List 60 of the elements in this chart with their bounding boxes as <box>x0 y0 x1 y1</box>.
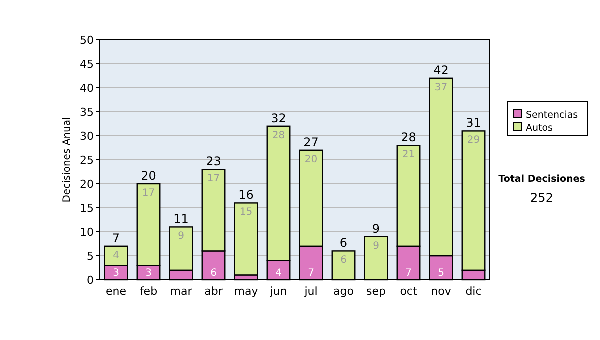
data-label: 4 <box>276 268 282 279</box>
data-label: 21 <box>402 150 416 161</box>
data-label: 4 <box>113 250 120 262</box>
x-tick-label: dic <box>466 285 482 298</box>
data-label: 15 <box>240 207 253 218</box>
y-tick-label: 50 <box>80 34 94 47</box>
x-tick-label: may <box>234 285 259 298</box>
data-label: 6 <box>210 268 217 279</box>
y-tick-label: 40 <box>80 82 94 95</box>
y-tick-label: 15 <box>80 202 94 215</box>
data-label: 17 <box>207 174 220 185</box>
x-tick-label: ene <box>106 285 127 298</box>
data-label: 28 <box>272 130 286 142</box>
data-label: 7 <box>406 268 412 279</box>
y-axis-title: Decisiones Anual <box>62 117 73 203</box>
bar <box>234 202 258 276</box>
y-tick-label: 5 <box>87 250 94 263</box>
total-label: 27 <box>304 135 319 150</box>
total-label: 11 <box>174 212 189 226</box>
data-label: 6 <box>340 255 347 266</box>
x-tick-label: jul <box>304 285 318 298</box>
total-label: 6 <box>340 236 348 250</box>
total-label: 9 <box>372 222 380 236</box>
y-tick-label: 0 <box>87 274 94 287</box>
x-tick-label: oct <box>400 285 418 298</box>
y-tick-label: 30 <box>80 130 94 143</box>
y-tick-label: 10 <box>80 226 94 239</box>
x-tick-label: sep <box>366 285 386 298</box>
total-label: 16 <box>238 188 254 202</box>
data-label: 9 <box>373 240 380 252</box>
data-label: 17 <box>142 188 156 199</box>
total-label: 42 <box>434 63 449 78</box>
x-tick-label: ago <box>334 285 354 298</box>
text: 252 <box>530 191 554 205</box>
y-tick-label: 25 <box>80 154 94 167</box>
data-label: 3 <box>113 268 120 279</box>
data-label: 37 <box>434 82 448 94</box>
y-tick-label: 20 <box>80 178 94 191</box>
x-tick-label: abr <box>204 285 224 298</box>
x-tick-label: feb <box>140 285 158 298</box>
total-label: 7 <box>112 231 120 246</box>
total-label: 23 <box>206 154 222 169</box>
x-tick-label: mar <box>170 285 193 298</box>
text: Total Decisiones <box>498 174 586 185</box>
total-label: 28 <box>401 130 416 145</box>
total-label: 31 <box>466 116 482 130</box>
data-label: 5 <box>438 268 444 279</box>
data-label: 20 <box>304 154 318 166</box>
total-label: 20 <box>141 169 156 183</box>
y-tick-label: 35 <box>80 106 94 119</box>
x-tick-label: jun <box>269 285 288 298</box>
x-tick-label: nov <box>431 285 452 298</box>
data-label: 7 <box>308 268 314 279</box>
y-tick-label: 45 <box>80 58 94 71</box>
legend-label: Autos <box>526 123 554 134</box>
data-label: 3 <box>146 268 152 279</box>
legend-label: Sentencias <box>526 110 578 121</box>
data-label: 9 <box>178 231 184 242</box>
total-label: 32 <box>271 111 286 126</box>
data-label: 29 <box>467 135 480 146</box>
